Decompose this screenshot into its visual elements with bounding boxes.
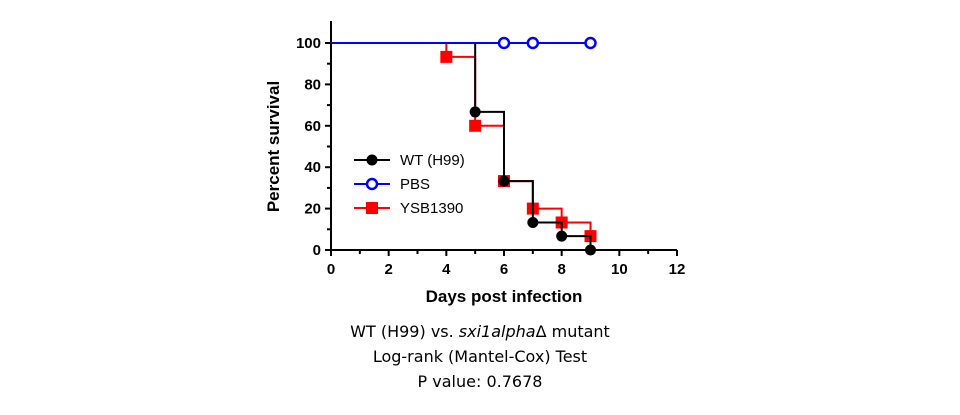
data-point xyxy=(440,50,453,63)
caption-test-name: Log-rank (Mantel-Cox) Test xyxy=(372,347,588,366)
legend-label: PBS xyxy=(400,176,430,193)
data-point xyxy=(526,36,540,50)
legend-item: YSB1390 xyxy=(354,200,463,217)
data-point xyxy=(584,36,597,50)
series-step-line xyxy=(331,42,620,251)
y-axis-title: Percent survival xyxy=(264,81,283,212)
y-tick-label: 80 xyxy=(304,76,321,93)
legend-label: WT (H99) xyxy=(400,152,465,169)
data-point xyxy=(585,244,596,256)
legend-item: PBS xyxy=(354,176,430,193)
data-point xyxy=(527,216,539,228)
x-tick-label: 8 xyxy=(557,261,565,278)
data-point xyxy=(469,119,482,132)
y-tick-label: 100 xyxy=(296,35,321,52)
legend-marker xyxy=(366,154,378,166)
caption-prefix: WT (H99) vs. xyxy=(350,322,459,341)
caption-comparison: WT (H99) vs. sxi1alphaΔ mutant xyxy=(0,322,960,341)
legend-marker xyxy=(365,177,379,191)
x-tick-label: 12 xyxy=(669,261,686,278)
data-point xyxy=(498,175,510,187)
x-tick-label: 10 xyxy=(611,261,628,278)
y-tick-label: 20 xyxy=(304,201,321,218)
caption-gene-name: sxi1alpha xyxy=(458,322,536,341)
series-pbs xyxy=(331,36,597,50)
legend: WT (H99) PBS YSB1390 xyxy=(354,152,465,217)
x-axis-title: Days post infection xyxy=(426,287,583,306)
legend-item: WT (H99) xyxy=(354,152,465,169)
series-layer xyxy=(331,36,620,256)
x-tick-label: 6 xyxy=(500,261,508,278)
x-tick-label: 4 xyxy=(442,261,451,278)
axes: 0 2 4 6 8 10 12 0 20 40 60 80 100 xyxy=(296,21,685,278)
y-tick-label: 60 xyxy=(304,118,321,135)
x-tick-label: 0 xyxy=(327,261,335,278)
y-tick-label: 0 xyxy=(313,242,321,259)
caption-p-value: P value: 0.7678 xyxy=(417,372,543,391)
data-point xyxy=(556,230,568,242)
y-tick-label: 40 xyxy=(304,159,321,176)
legend-label: YSB1390 xyxy=(400,200,463,217)
series-wt-h99- xyxy=(331,42,620,256)
caption-suffix: Δ mutant xyxy=(535,322,610,341)
x-tick-label: 2 xyxy=(384,261,392,278)
data-point xyxy=(469,106,481,118)
data-point xyxy=(497,36,511,50)
legend-marker xyxy=(366,202,378,214)
